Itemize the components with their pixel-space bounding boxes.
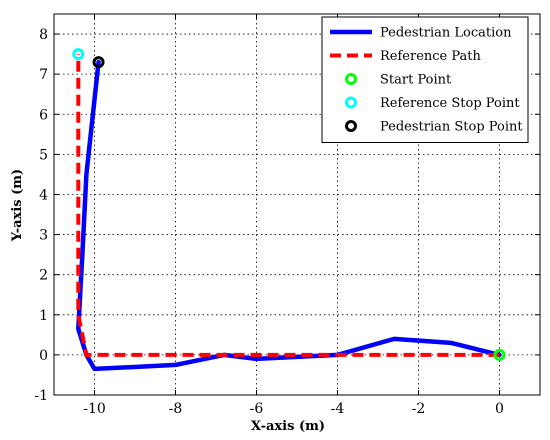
- legend-label-start-point: Start Point: [380, 73, 452, 88]
- x-axis-label: X-axis (m): [251, 419, 325, 434]
- x-tick-label: -8: [169, 401, 183, 417]
- x-tick-label: -2: [412, 401, 426, 417]
- legend-swatch-reference-stop-point: [345, 96, 357, 109]
- legend-label-reference-path: Reference Path: [380, 49, 482, 64]
- legend-swatch-pedestrian-stop-point: [345, 120, 357, 132]
- y-tick-label: 4: [39, 187, 48, 203]
- x-tick-label: 0: [495, 401, 504, 417]
- series-layer: [72, 48, 506, 372]
- y-axis-label: Y-axis (m): [10, 169, 25, 242]
- x-tick-label: -4: [331, 401, 345, 417]
- y-tick-label: 3: [39, 228, 48, 244]
- y-tick-label: 2: [39, 268, 48, 284]
- y-tick-label: 7: [39, 67, 48, 83]
- y-tick-label: 0: [39, 348, 48, 364]
- marker-pedestrian-stop-point: [92, 56, 105, 69]
- legend: Pedestrian Location Reference Path Start P…: [321, 16, 529, 143]
- marker-start-point: [493, 348, 506, 361]
- plot-frame: [53, 13, 541, 396]
- series-pedestrian-location: [76, 59, 502, 372]
- y-tick-label: 6: [39, 107, 48, 123]
- legend-label-pedestrian-stop-point: Pedestrian Stop Point: [380, 120, 523, 135]
- series-reference-path: [76, 54, 500, 357]
- y-tick-label: 8: [39, 27, 48, 43]
- y-tick-label: 1: [39, 308, 48, 324]
- x-tick-label: -10: [83, 401, 106, 417]
- legend-label-pedestrian-location: Pedestrian Location: [380, 26, 512, 41]
- legend-label-reference-stop-point: Reference Stop Point: [380, 96, 520, 111]
- y-tick-label: -1: [34, 388, 48, 404]
- y-tick-label: 5: [39, 147, 48, 163]
- legend-swatch-start-point: [345, 73, 357, 85]
- x-tick-label: -6: [250, 401, 264, 417]
- marker-reference-stop-point: [72, 48, 85, 61]
